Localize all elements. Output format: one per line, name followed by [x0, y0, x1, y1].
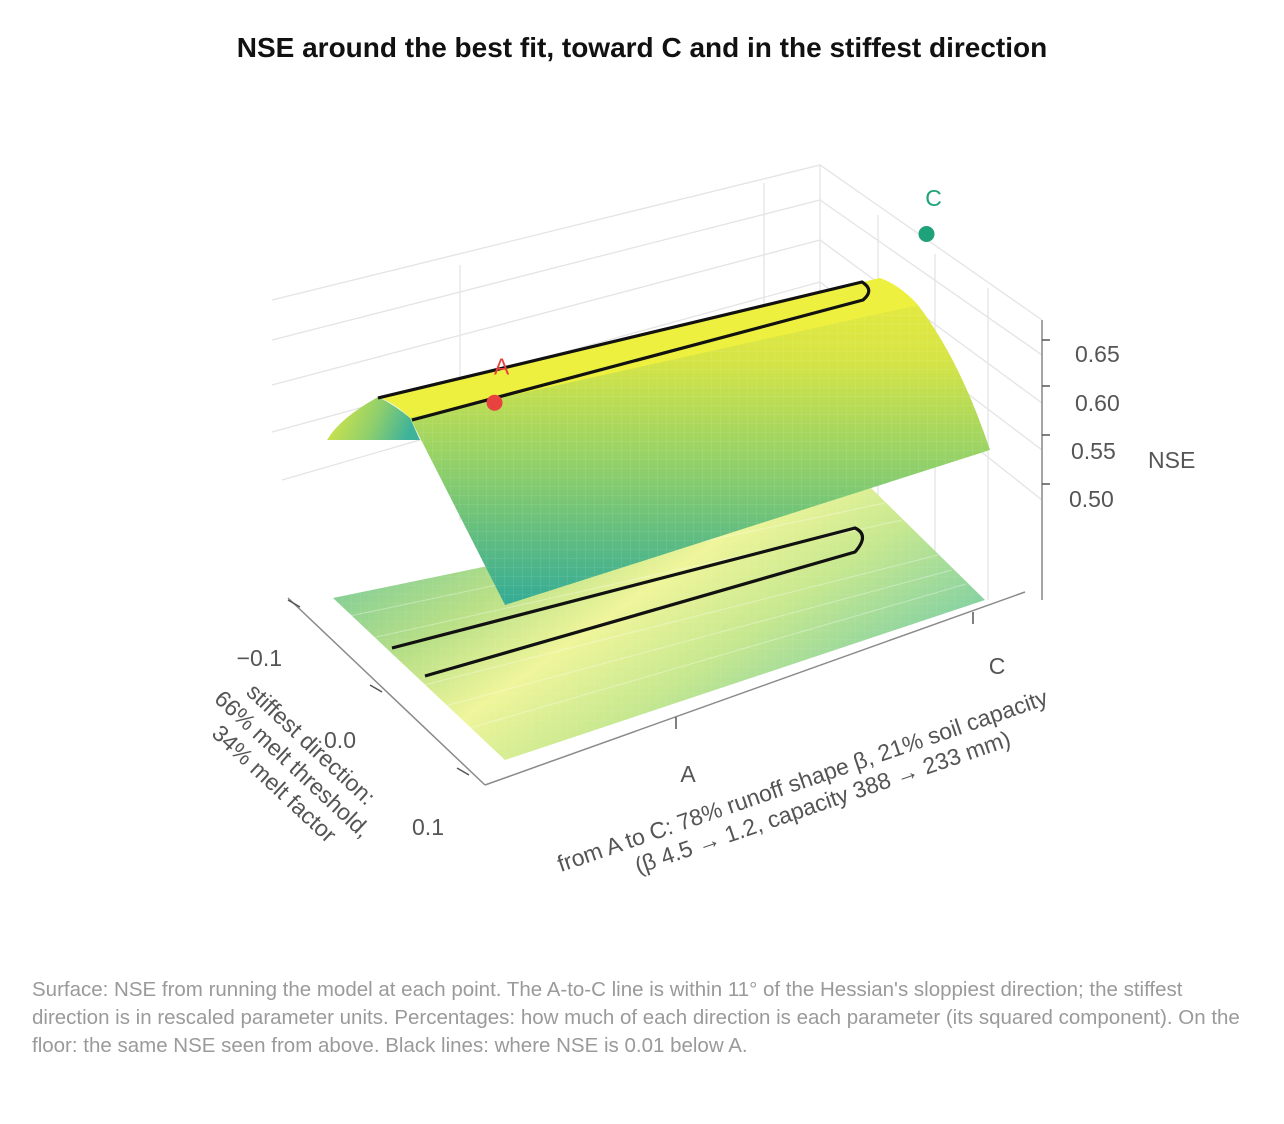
x-tick-label: A — [680, 761, 696, 787]
z-tick-label: 0.55 — [1071, 438, 1116, 464]
z-tick-label: 0.60 — [1075, 390, 1120, 416]
x-tick-label: C — [989, 653, 1006, 679]
point-markers: AC — [486, 185, 942, 411]
z-axis-title: NSE — [1148, 447, 1195, 473]
point-marker-a — [486, 394, 503, 411]
floor-projection — [333, 487, 985, 760]
z-tick-label: 0.50 — [1069, 486, 1114, 512]
x-axis-title-line-2: (β 4.5 → 1.2, capacity 388 → 233 mm) — [631, 725, 1013, 878]
floor-contour — [391, 526, 865, 678]
nse-surface — [327, 278, 990, 605]
chart-title: NSE around the best fit, toward C and in… — [236, 32, 1048, 63]
y-axis-title: stiffest direction: 66% melt threshold, … — [207, 678, 381, 848]
y-tick-label: 0.1 — [412, 814, 444, 840]
y-tick-label: −0.1 — [237, 645, 282, 671]
y-tick-label: 0.0 — [324, 727, 356, 753]
axis-box-edges — [287, 320, 1043, 786]
point-label-a: A — [494, 354, 510, 380]
figure-caption: Surface: NSE from running the model at e… — [32, 978, 1240, 1057]
point-marker-c — [918, 226, 935, 242]
point-label-c: C — [925, 185, 942, 211]
z-tick-label: 0.65 — [1075, 341, 1120, 367]
surface-contour — [377, 280, 871, 422]
tick-marks — [287, 339, 1050, 776]
plot-3d: AC −0.1 0.0 0.1 A C 0.65 0.60 0.55 0.50 … — [207, 164, 1195, 879]
